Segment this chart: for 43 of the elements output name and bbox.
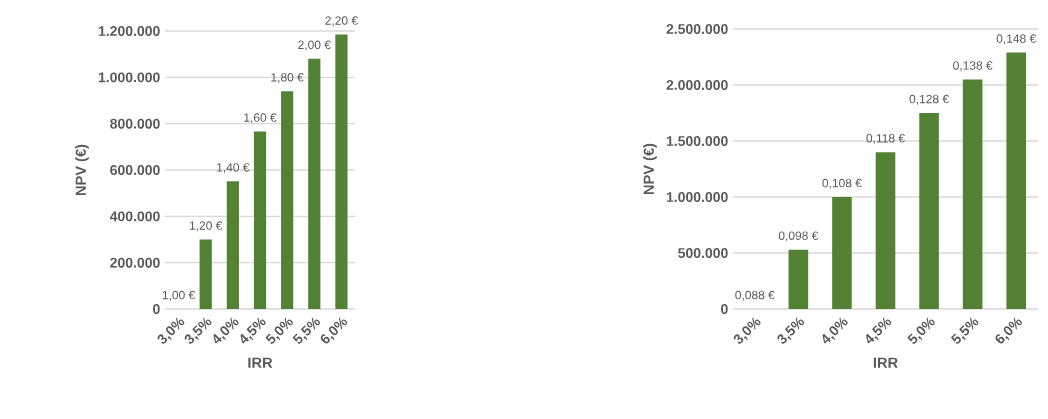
y-tick-label: 600.000 — [110, 165, 160, 175]
y-tick-label: 1.200.000 — [98, 26, 160, 36]
y-axis-title: NPV (€) — [75, 144, 89, 196]
bar — [832, 197, 852, 309]
y-tick-label: 400.000 — [109, 211, 160, 222]
bar — [875, 152, 896, 309]
annotation: 0,108 € — [822, 178, 862, 189]
bar — [1006, 52, 1027, 309]
x-axis-title: IRR — [873, 357, 898, 368]
annotation: 1,60 € — [244, 113, 277, 124]
y-tick-label: 0 — [153, 304, 160, 314]
annotation: 0,118 € — [866, 134, 905, 144]
bar — [962, 79, 983, 309]
annotation: 0,128 € — [909, 94, 949, 105]
y-tick-label: 2.500.000 — [666, 24, 728, 34]
bar — [919, 113, 939, 309]
bar — [281, 91, 294, 309]
annotation: 2,20 € — [325, 16, 358, 27]
bar — [199, 239, 212, 309]
y-tick-label: 1.000.000 — [666, 192, 728, 202]
annotation: 1,80 € — [271, 73, 304, 83]
bar — [253, 131, 267, 309]
y-tick-label: 1.000.000 — [98, 72, 160, 83]
y-tick-label: 200.000 — [110, 257, 160, 268]
annotation: 0,088 € — [735, 290, 775, 301]
bar — [788, 249, 809, 309]
annotation: 1,20 € — [189, 221, 223, 232]
y-tick-label: 500.000 — [678, 248, 728, 258]
annotation: 1,00 € — [162, 290, 196, 301]
y-tick-label: 1.500.000 — [666, 136, 728, 146]
annotation: 2,00 € — [298, 40, 331, 51]
annotation: 1,40 € — [217, 163, 250, 174]
bar — [335, 34, 348, 309]
bar — [226, 181, 239, 309]
bar — [308, 58, 321, 309]
y-tick-label: 0 — [721, 304, 728, 314]
annotation: 0,098 € — [778, 231, 819, 242]
y-tick-label: 800.000 — [110, 118, 160, 129]
y-axis-title: NPV (€) — [643, 143, 657, 195]
annotation: 0,138 € — [953, 61, 993, 72]
y-tick-label: 2.000.000 — [666, 80, 728, 90]
annotation: 0,148 € — [996, 34, 1037, 45]
x-axis-title: IRR — [248, 357, 273, 368]
